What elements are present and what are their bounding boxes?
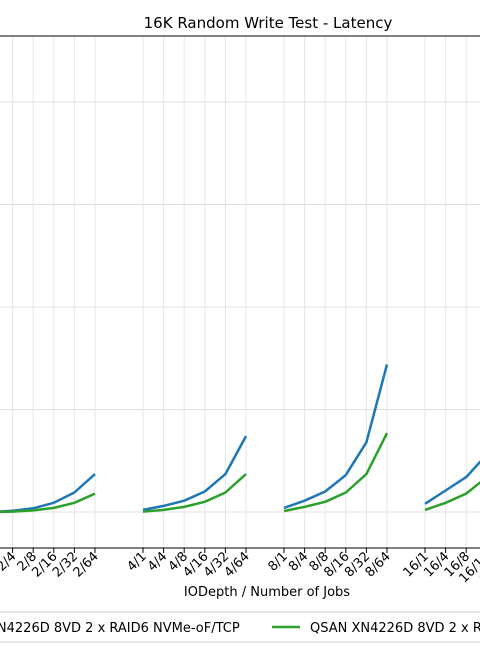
series-2-line-group-1 bbox=[0, 492, 96, 514]
x-axis-label: IODepth / Number of Jobs bbox=[184, 585, 350, 600]
legend-label-series-2: QSAN XN4226D 8VD 2 x R bbox=[310, 621, 480, 636]
grid-lines bbox=[0, 36, 480, 548]
series-1-line-group-2 bbox=[142, 435, 248, 512]
series-1-line-group-4 bbox=[424, 460, 480, 505]
series-1-line-group-1 bbox=[0, 473, 96, 513]
series-2-line-group-4 bbox=[424, 480, 480, 512]
chart-title: 16K Random Write Test - Latency bbox=[144, 14, 393, 32]
x-tick-labels: 2/12/42/82/162/322/644/14/44/84/164/324/… bbox=[0, 548, 480, 586]
series-2-line-group-3 bbox=[283, 432, 389, 513]
legend-label-series-1: XN4226D 8VD 2 x RAID6 NVMe-oF/TCP bbox=[0, 621, 240, 636]
series-2-line-group-2 bbox=[142, 473, 247, 513]
series-1-line-group-3 bbox=[283, 364, 389, 510]
legend-box bbox=[0, 611, 480, 643]
series-lines bbox=[0, 364, 480, 514]
legend: XN4226D 8VD 2 x RAID6 NVMe-oF/TCP QSAN X… bbox=[0, 611, 480, 643]
